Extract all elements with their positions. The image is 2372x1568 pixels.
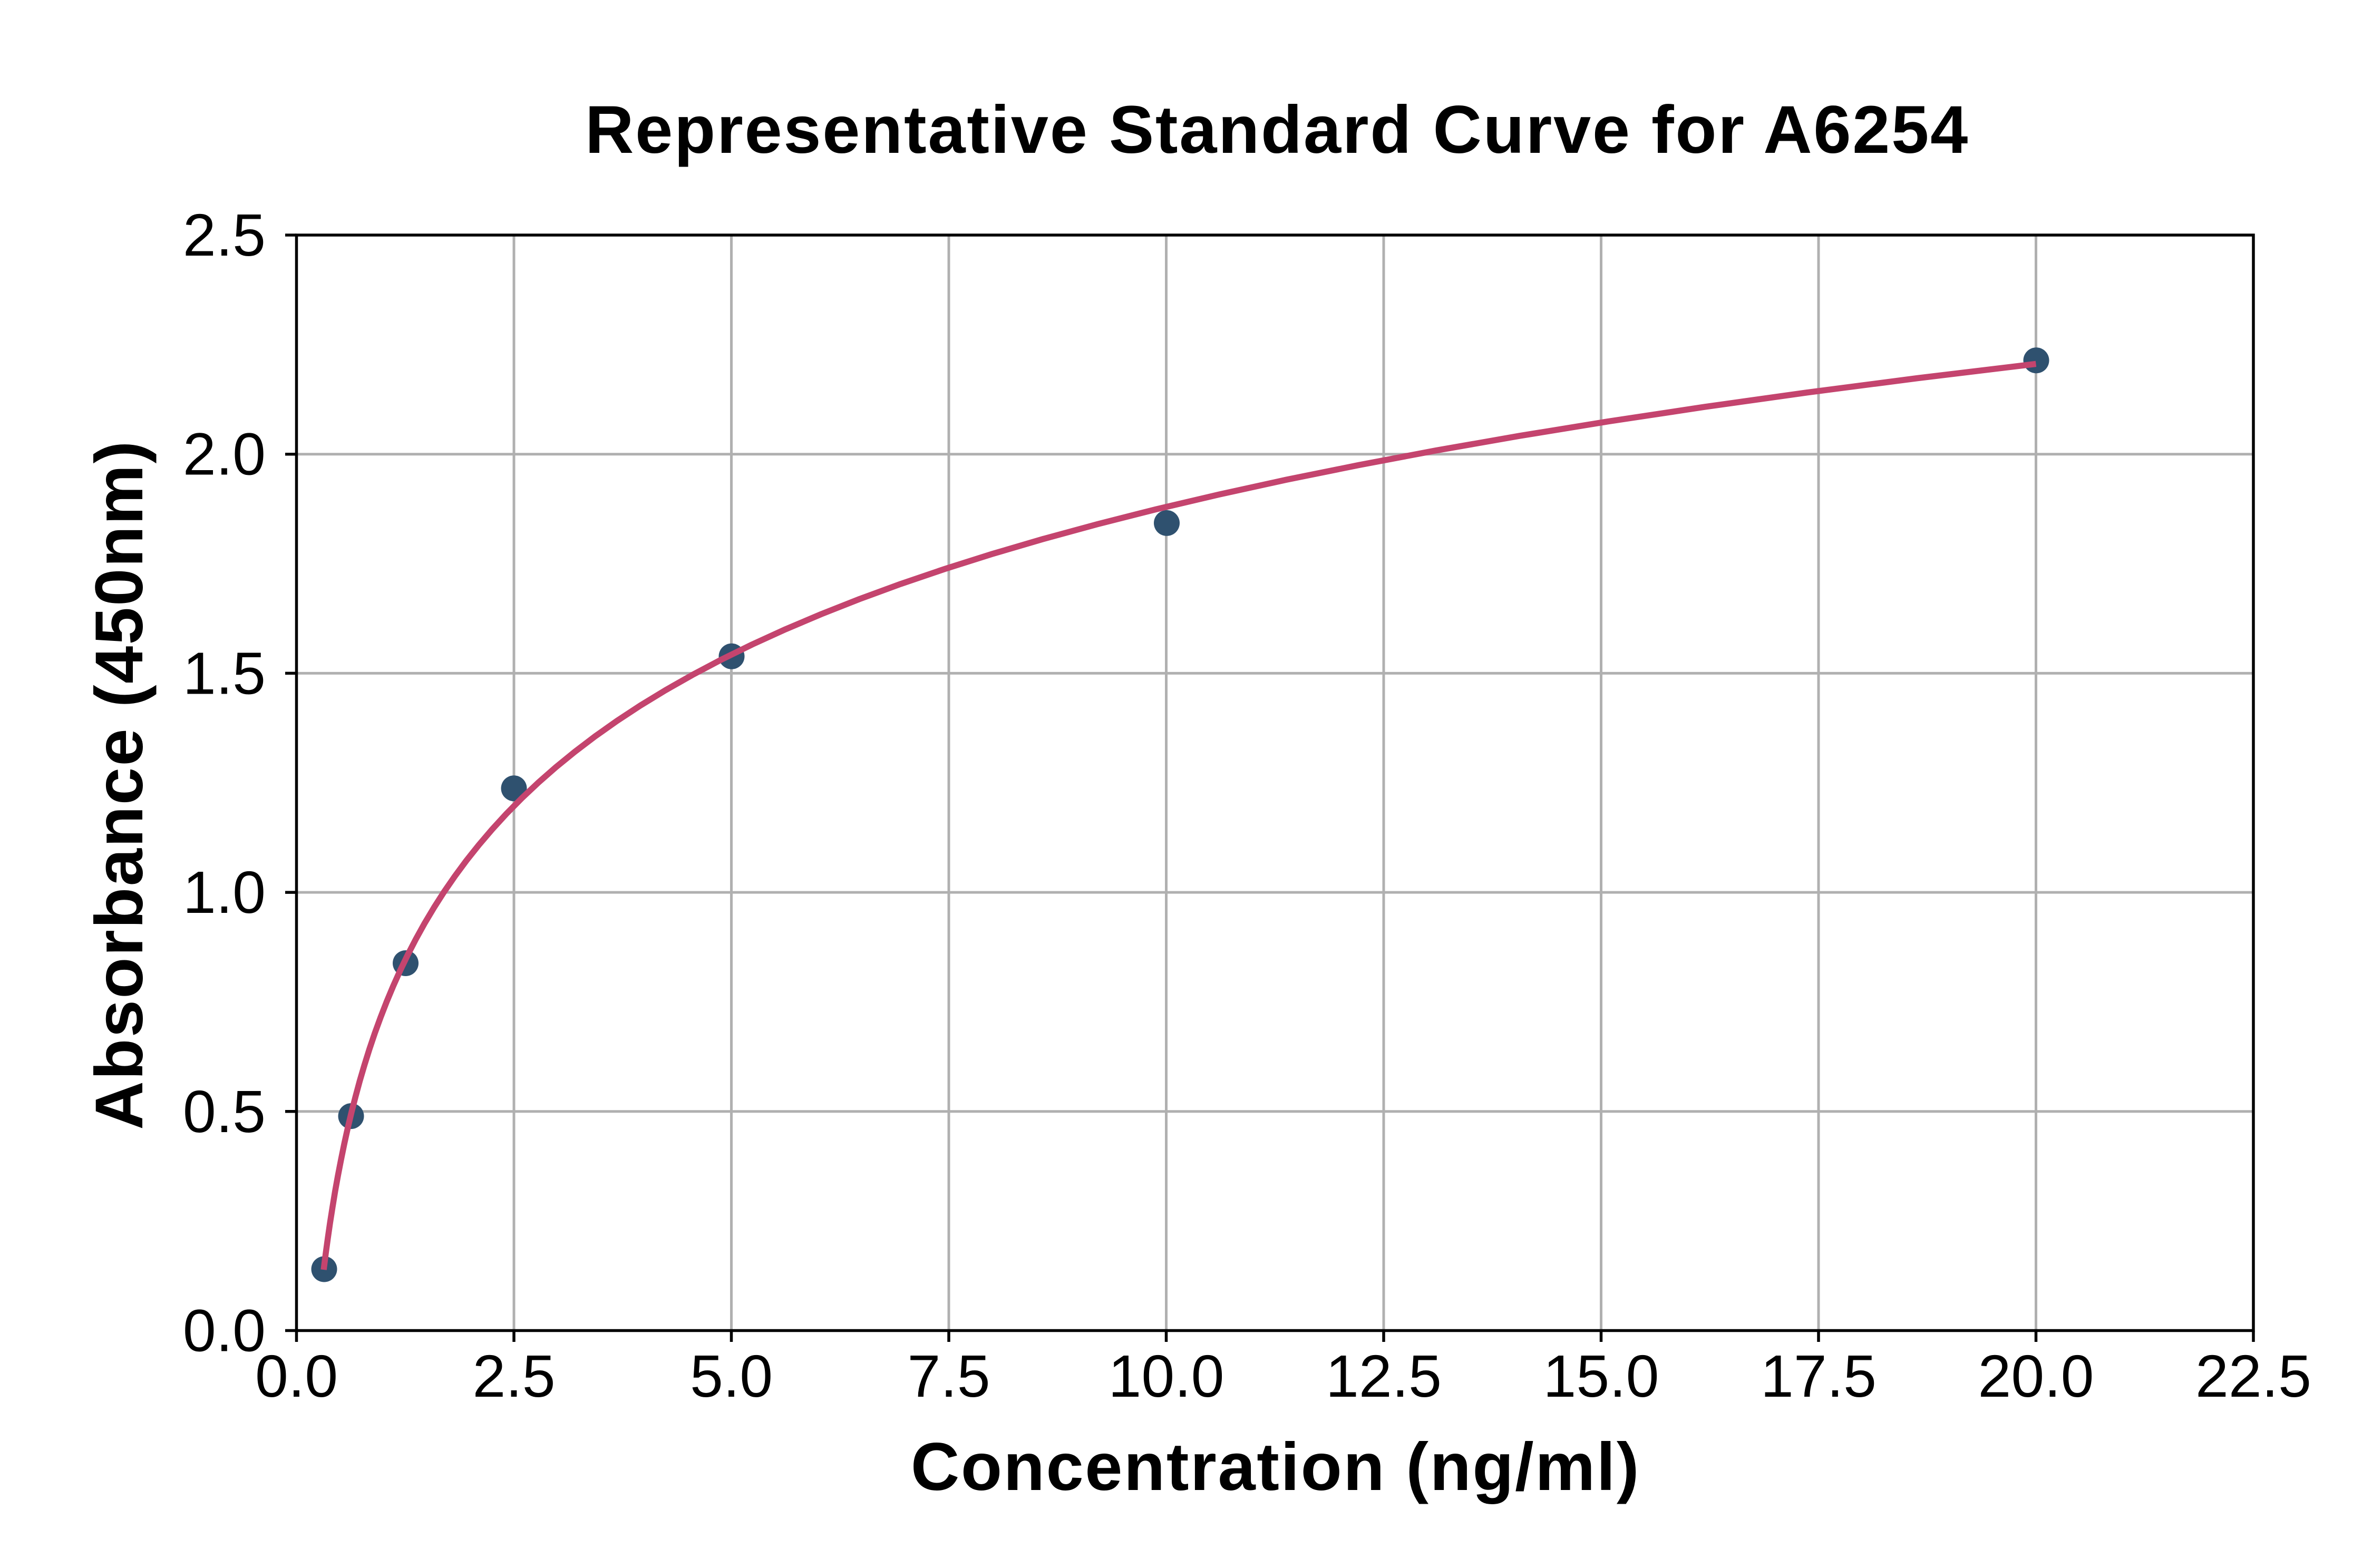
svg-text:2.0: 2.0 (183, 421, 266, 488)
svg-text:22.5: 22.5 (2195, 1343, 2311, 1409)
svg-text:Absorbance (450nm): Absorbance (450nm) (82, 440, 157, 1129)
svg-text:0.5: 0.5 (183, 1078, 266, 1145)
svg-text:20.0: 20.0 (1978, 1343, 2094, 1409)
svg-text:17.5: 17.5 (1761, 1343, 1877, 1409)
svg-text:10.0: 10.0 (1109, 1343, 1224, 1409)
svg-text:12.5: 12.5 (1326, 1343, 1442, 1409)
svg-text:Representative Standard Curve: Representative Standard Curve for A6254 (585, 92, 1969, 168)
svg-text:2.5: 2.5 (183, 202, 266, 268)
svg-text:0.0: 0.0 (255, 1343, 338, 1409)
svg-text:2.5: 2.5 (472, 1343, 555, 1409)
svg-text:5.0: 5.0 (690, 1343, 773, 1409)
svg-text:Concentration (ng/ml): Concentration (ng/ml) (911, 1429, 1640, 1505)
svg-text:15.0: 15.0 (1543, 1343, 1659, 1409)
svg-text:1.5: 1.5 (183, 640, 266, 706)
svg-text:0.0: 0.0 (183, 1298, 266, 1364)
svg-text:1.0: 1.0 (183, 859, 266, 926)
svg-text:7.5: 7.5 (907, 1343, 990, 1409)
